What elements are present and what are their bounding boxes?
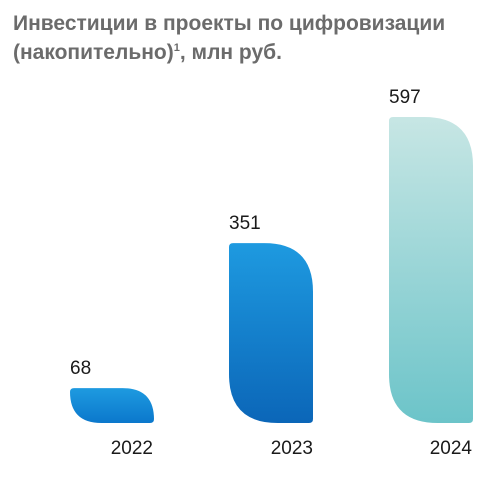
bar-2023 [229,243,313,423]
value-labels-group: 68 351 597 [70,87,421,379]
chart-title-main: Инвестиции в проекты по цифровизации [13,12,446,35]
year-labels-group: 2022 2023 2024 [111,438,473,459]
bar-2022 [70,388,154,423]
bar-2024 [389,117,473,423]
chart-title: Инвестиции в проекты по цифровизации (нак… [13,9,493,67]
value-label-2022: 68 [70,358,91,379]
year-label-2023: 2023 [271,438,313,459]
chart-title-footnote: 1 [173,42,180,54]
bars-group [70,117,473,423]
value-label-2023: 351 [229,213,261,234]
value-label-2024: 597 [389,87,421,108]
year-label-2022: 2022 [111,438,153,459]
year-label-2024: 2024 [430,438,473,459]
chart-title-unit: , млн руб. [179,41,282,64]
chart-title-line2: (накопительно) [13,41,174,64]
